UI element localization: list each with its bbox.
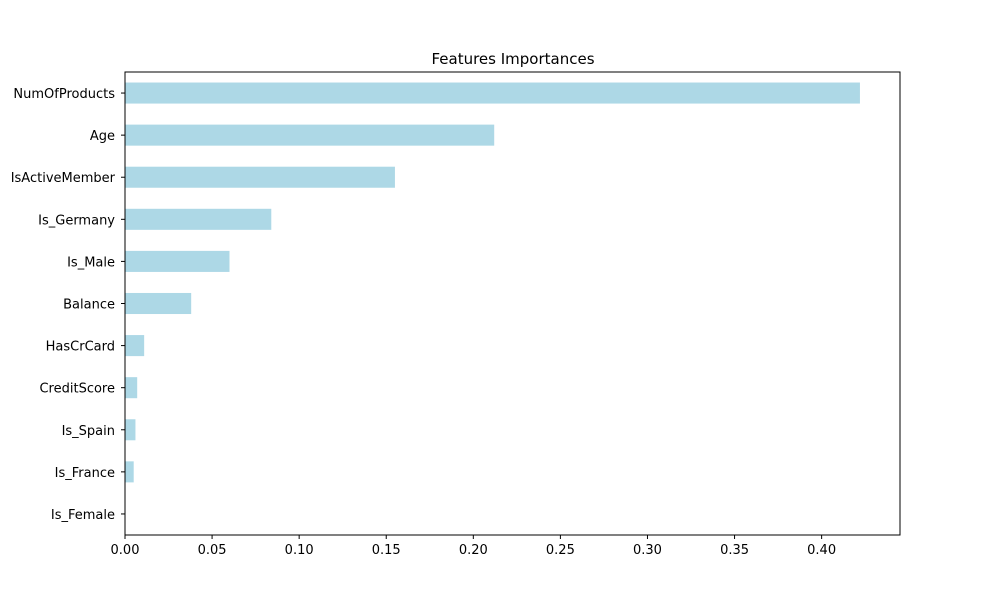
x-tick-label: 0.20 bbox=[459, 543, 488, 558]
y-tick-label: Is_Female bbox=[51, 508, 115, 523]
x-tick-label: 0.00 bbox=[111, 543, 140, 558]
plot-frame bbox=[124, 71, 901, 536]
bar-is-spain bbox=[125, 419, 136, 441]
bar-age bbox=[125, 124, 495, 146]
x-tick-label: 0.15 bbox=[372, 543, 401, 558]
chart-title: Features Importances bbox=[431, 50, 594, 68]
bar-is-male bbox=[125, 250, 230, 272]
y-tick-label: NumOfProducts bbox=[13, 87, 115, 102]
bar-numofproducts bbox=[125, 82, 860, 104]
bar-hascrcard bbox=[125, 335, 145, 357]
x-tick-label: 0.25 bbox=[546, 543, 575, 558]
x-tick-label: 0.05 bbox=[198, 543, 227, 558]
x-tick-label: 0.10 bbox=[285, 543, 314, 558]
y-tick-label: Is_Spain bbox=[62, 424, 115, 439]
x-tick-label: 0.35 bbox=[720, 543, 749, 558]
bar-isactivemember bbox=[125, 166, 395, 188]
y-tick-label: Balance bbox=[63, 298, 115, 313]
y-tick-label: HasCrCard bbox=[46, 340, 115, 355]
bar-balance bbox=[125, 292, 192, 315]
bar-is-germany bbox=[125, 208, 272, 230]
x-axis-ticks: 0.00 0.05 0.10 0.15 0.20 0.25 0.30 0.35 0.40 bbox=[111, 535, 836, 558]
y-tick-label: CreditScore bbox=[39, 382, 115, 397]
bar-creditscore bbox=[125, 377, 138, 399]
y-tick-label: Is_France bbox=[55, 466, 115, 481]
y-tick-label: Is_Male bbox=[67, 255, 115, 270]
y-axis-ticks: NumOfProducts Age IsActiveMember Is_Germany… bbox=[11, 87, 125, 523]
bars-group bbox=[125, 82, 860, 483]
y-tick-label: Age bbox=[90, 129, 115, 144]
x-tick-label: 0.30 bbox=[633, 543, 662, 558]
bar-is-france bbox=[125, 461, 134, 483]
x-tick-label: 0.40 bbox=[807, 543, 836, 558]
y-tick-label: Is_Germany bbox=[38, 213, 115, 228]
y-tick-label: IsActiveMember bbox=[11, 171, 116, 186]
